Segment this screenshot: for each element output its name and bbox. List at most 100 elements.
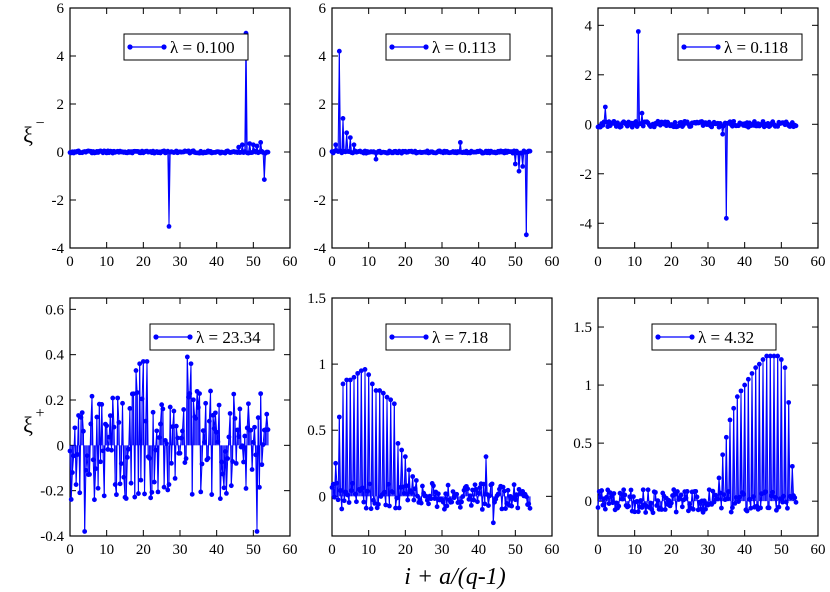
data-point <box>158 421 163 427</box>
x-tick-label: 20 <box>398 254 413 270</box>
data-point <box>515 505 521 511</box>
data-point <box>602 506 608 512</box>
y-tick-label: 0.5 <box>307 423 326 439</box>
data-point <box>595 505 601 510</box>
data-point <box>247 141 253 147</box>
y-tick-label: 0.4 <box>45 348 64 364</box>
data-point <box>175 435 180 441</box>
data-point <box>382 489 387 495</box>
data-point <box>767 353 773 359</box>
data-point <box>472 482 478 488</box>
data-point <box>83 467 89 473</box>
data-point <box>95 485 101 491</box>
data-point <box>248 427 254 433</box>
data-point <box>131 391 136 397</box>
x-tick-label: 10 <box>99 542 114 558</box>
legend: λ = 0.118 <box>677 33 803 61</box>
data-point <box>265 149 271 155</box>
legend: λ = 23.34 <box>149 323 275 351</box>
x-tick-label: 10 <box>627 254 642 270</box>
x-tick-label: 10 <box>361 542 376 558</box>
data-point <box>648 500 653 506</box>
data-point <box>523 494 529 499</box>
data-point <box>781 493 787 499</box>
data-point <box>655 498 661 504</box>
y-tick-label: 0 <box>319 145 327 161</box>
data-point <box>148 495 154 501</box>
data-point <box>216 402 222 408</box>
data-point <box>100 448 106 454</box>
data-point <box>741 491 746 497</box>
legend: λ = 4.32 <box>651 323 777 351</box>
data-point <box>340 116 346 121</box>
data-point <box>132 494 138 500</box>
data-point <box>366 372 372 378</box>
data-point <box>161 484 167 490</box>
data-point <box>479 506 485 512</box>
legend-label: λ = 0.118 <box>724 38 788 57</box>
data-point <box>186 394 191 400</box>
data-point <box>209 492 215 497</box>
data-point <box>752 119 757 124</box>
data-point <box>753 365 759 371</box>
data-point <box>230 459 235 464</box>
data-point <box>72 425 78 431</box>
data-point <box>89 393 95 399</box>
data-point <box>347 377 353 383</box>
x-tick-label: 40 <box>209 542 224 558</box>
data-point <box>336 48 342 54</box>
data-point <box>183 456 189 461</box>
y-tick-label: -4 <box>314 241 327 257</box>
data-point <box>410 474 416 479</box>
data-point <box>728 509 734 515</box>
data-point <box>149 489 155 495</box>
series-line <box>331 51 531 235</box>
data-point <box>70 470 75 475</box>
x-tick-label: 50 <box>508 254 523 270</box>
panel-1: 0 10 20 30 40 50 60 -4 -2 0 2 4 6 λ = 0.100 <box>52 1 298 270</box>
data-point <box>178 435 184 441</box>
data-point <box>633 119 639 124</box>
data-point <box>785 505 790 511</box>
panel-4: 0 10 20 30 40 50 60 -0.4 -0.2 0 0.2 0.4 0.6 λ = 23.34 <box>40 297 298 558</box>
data-point <box>428 496 434 502</box>
data-point <box>731 118 737 124</box>
legend-label: λ = 23.34 <box>196 328 261 347</box>
data-point <box>744 508 750 514</box>
data-point <box>471 497 477 503</box>
data-point <box>180 428 185 434</box>
data-point <box>333 142 339 148</box>
data-point <box>68 497 74 502</box>
data-point <box>199 461 205 467</box>
x-tick-label: 60 <box>283 542 298 558</box>
data-point <box>171 408 177 414</box>
data-point <box>349 488 354 493</box>
data-point <box>415 493 420 499</box>
data-point <box>255 415 261 421</box>
data-point <box>107 413 113 419</box>
data-point <box>431 483 436 489</box>
data-point <box>81 428 86 434</box>
data-point <box>228 483 234 489</box>
data-point <box>764 353 770 359</box>
data-point <box>258 391 264 397</box>
x-tick-label: 50 <box>774 254 789 270</box>
data-point <box>338 488 343 493</box>
legend-marker <box>689 334 695 340</box>
data-point <box>237 406 243 412</box>
x-tick-label: 30 <box>435 254 450 270</box>
data-point <box>509 503 515 509</box>
data-point <box>440 499 446 505</box>
panel-5: 0 10 20 30 40 50 60 0 0.5 1 1.5 λ = 7.18 <box>307 291 559 558</box>
data-point <box>745 376 751 382</box>
data-point <box>73 482 79 488</box>
data-point <box>672 120 678 125</box>
legend-marker <box>655 334 661 340</box>
data-point <box>748 505 754 511</box>
data-point <box>733 495 739 500</box>
data-point <box>683 495 689 501</box>
data-point <box>384 394 390 400</box>
data-point <box>650 510 656 516</box>
ylabel-bottom-sup: + <box>35 405 44 422</box>
